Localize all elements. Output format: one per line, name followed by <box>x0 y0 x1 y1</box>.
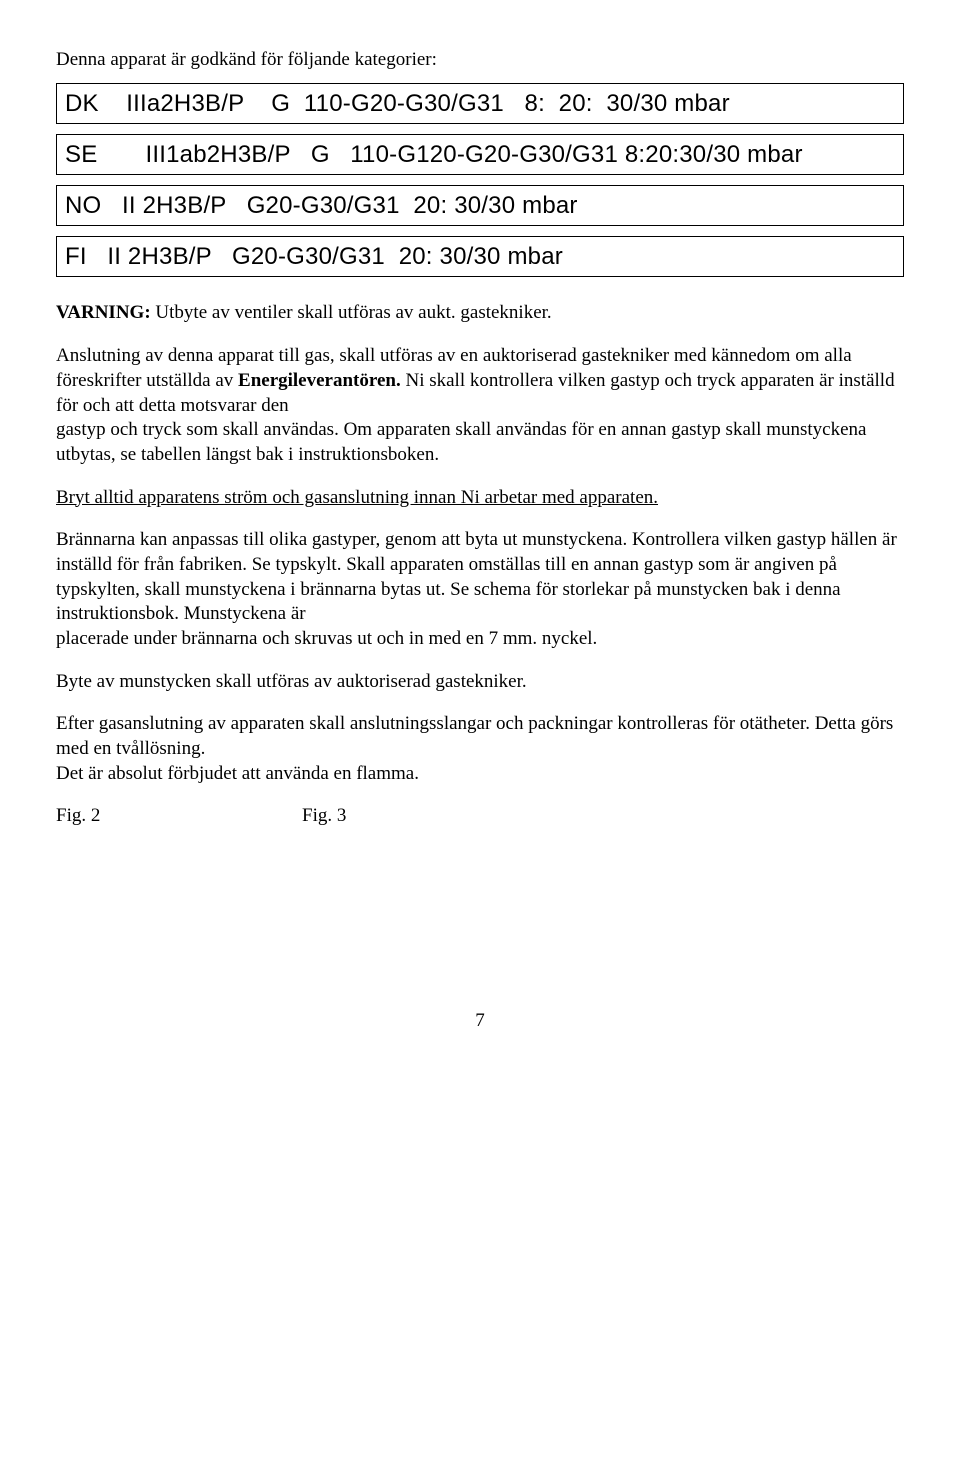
p3-part-b: placerade under brännarna och skruvas ut… <box>56 628 597 649</box>
intro-text: Denna apparat är godkänd för följande ka… <box>56 48 904 73</box>
p5-part-b: Det är absolut förbjudet att använda en … <box>56 763 419 784</box>
category-box-se: SE III1ab2H3B/P G 110-G120-G20-G30/G31 8… <box>56 134 904 175</box>
p1-part-d: gastyp och tryck som skall användas. Om … <box>56 419 866 465</box>
category-box-dk: DK IIIa2H3B/P G 110-G20-G30/G31 8: 20: 3… <box>56 83 904 124</box>
paragraph-break-power: Bryt alltid apparatens ström och gasansl… <box>56 486 904 511</box>
paragraph-nozzle-change: Byte av munstycken skall utföras av aukt… <box>56 670 904 695</box>
paragraph-burners: Brännarna kan anpassas till olika gastyp… <box>56 528 904 651</box>
category-box-fi: FI II 2H3B/P G20-G30/G31 20: 30/30 mbar <box>56 236 904 277</box>
figure-labels-row: Fig. 2Fig. 3 <box>56 804 904 829</box>
p5-part-a: Efter gasanslutning av apparaten skall a… <box>56 713 893 759</box>
category-box-no: NO II 2H3B/P G20-G30/G31 20: 30/30 mbar <box>56 185 904 226</box>
warning-label: VARNING: <box>56 302 151 323</box>
warning-text: Utbyte av ventiler skall utföras av aukt… <box>151 302 552 323</box>
paragraph-connection: Anslutning av denna apparat till gas, sk… <box>56 344 904 467</box>
paragraph-leak-check: Efter gasanslutning av apparaten skall a… <box>56 712 904 786</box>
warning-line: VARNING: Utbyte av ventiler skall utföra… <box>56 301 904 326</box>
page-number: 7 <box>56 1009 904 1034</box>
break-power-text: Bryt alltid apparatens ström och gasansl… <box>56 487 658 508</box>
p3-part-a: Brännarna kan anpassas till olika gastyp… <box>56 529 897 624</box>
fig-2-label: Fig. 2 <box>56 804 302 829</box>
p1-energy-supplier: Energileverantören. <box>238 370 401 391</box>
fig-3-label: Fig. 3 <box>302 805 346 826</box>
